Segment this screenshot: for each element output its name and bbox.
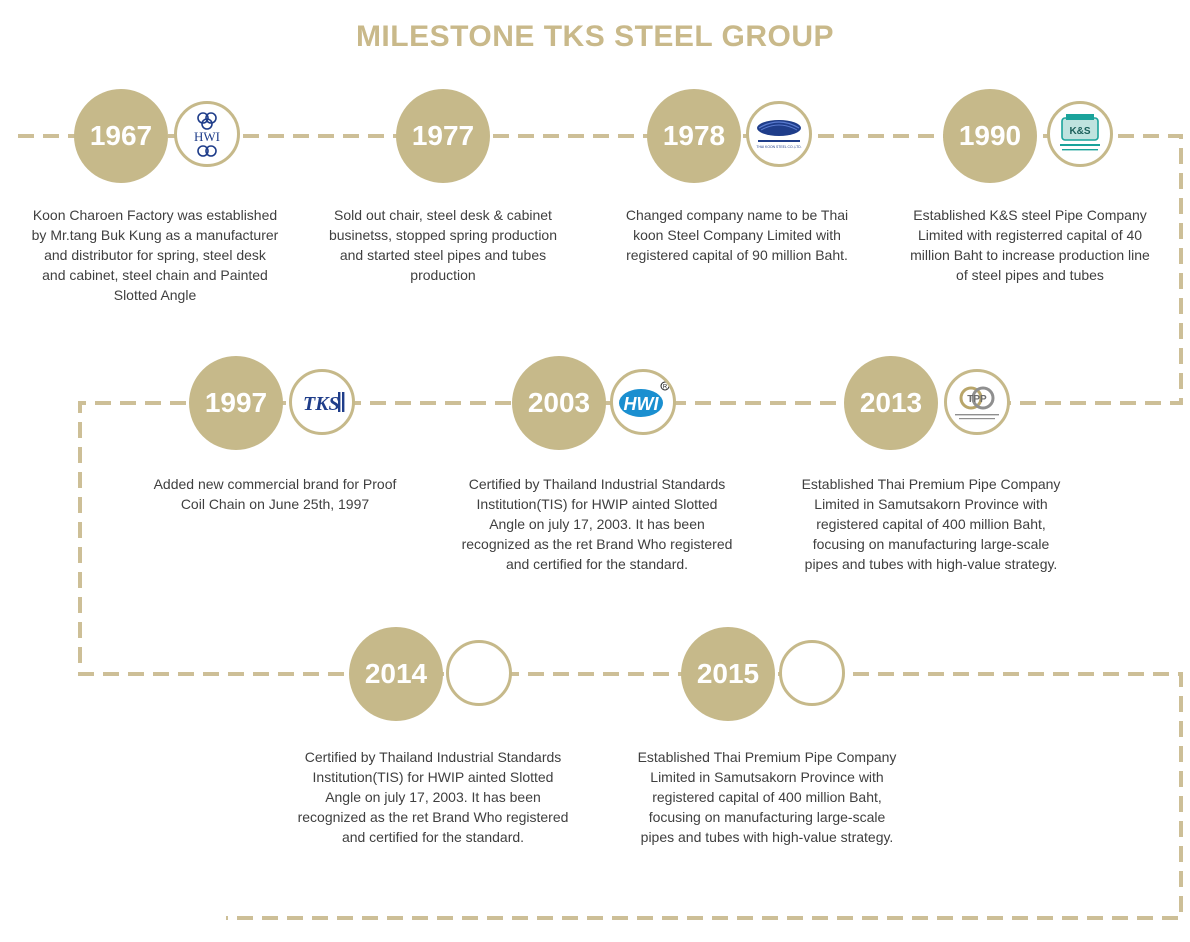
description-line: recognized as the ret Brand Who register… — [297, 809, 569, 825]
hwi-logo-text: HWI — [194, 129, 220, 144]
description-line: businetss, stopped spring production — [328, 227, 558, 243]
description-line: and certified for the standard. — [505, 556, 689, 572]
description-line: Institution(TIS) for HWIP ainted Slotted — [476, 496, 718, 512]
description-line: focusing on manufacturing large-scale — [812, 536, 1050, 552]
description-line: and cabinet, steel chain and Painted — [42, 267, 268, 283]
description-line: koon Steel Company Limited with — [633, 227, 841, 243]
year-badge-2003: 2003 — [512, 356, 606, 450]
description-line: Sold out chair, steel desk & cabinet — [334, 207, 552, 223]
description-line: Institution(TIS) for HWIP ainted Slotted — [312, 769, 554, 785]
empty-logo-circle — [779, 640, 845, 706]
year-badge-1990: 1990 — [943, 89, 1037, 183]
tks-logo-text: TKS — [303, 393, 340, 415]
description-line: Certified by Thailand Industrial Standar… — [468, 476, 726, 492]
thai-koon-steel-logo: THAI KOON STEEL CO.,LTD. — [746, 101, 812, 167]
tks-logo: TKS — [289, 369, 355, 435]
description-line: and started steel pipes and tubes — [339, 247, 547, 263]
year-badge-2014: 2014 — [349, 627, 443, 721]
description-line: Certified by Thailand Industrial Standar… — [304, 749, 562, 765]
description-line: Coil Chain on June 25th, 1997 — [180, 496, 370, 512]
description-line: Changed company name to be Thai — [625, 207, 849, 223]
year-badge-1977: 1977 — [396, 89, 490, 183]
description-line: Established Thai Premium Pipe Company — [801, 476, 1061, 492]
page-title: MILESTONE TKS STEEL GROUP — [355, 20, 835, 53]
year-badge-2015: 2015 — [681, 627, 775, 721]
description-line: million Baht to increase production line — [910, 247, 1150, 263]
description-line: Limited in Samutsakorn Province with — [650, 769, 884, 785]
description-line: by Mr.tang Buk Kung as a manufacturer — [31, 227, 279, 243]
description-line: focusing on manufacturing large-scale — [648, 809, 886, 825]
ks-logo-text: K&S — [1069, 126, 1090, 137]
description-line: recognized as the ret Brand Who register… — [461, 536, 733, 552]
hwi-registered-text: HWI — [624, 394, 660, 414]
milestone-description-2015: Established Thai Premium Pipe Company Li… — [604, 747, 930, 847]
year-badge-1997: 1997 — [189, 356, 283, 450]
description-line: Koon Charoen Factory was established — [32, 207, 278, 223]
ks-steel-pipe-logo: K&S — [1047, 101, 1113, 167]
hwi-registered-logo: HWI R — [610, 369, 676, 435]
description-line: Limited in Samutsakorn Province with — [814, 496, 1048, 512]
milestone-description-2003: Certified by Thailand Industrial Standar… — [430, 474, 764, 574]
description-line: pipes and tubes with high-value strategy… — [640, 829, 894, 845]
svg-text:R: R — [663, 385, 668, 391]
tpp-logo: TPP — [944, 369, 1010, 435]
description-line: and distributor for spring, steel desk — [44, 247, 266, 263]
description-line: Angle on july 17, 2003. It has been — [325, 789, 541, 805]
milestone-description-1967: Koon Charoen Factory was established by … — [10, 205, 300, 305]
year-badge-1967: 1967 — [74, 89, 168, 183]
milestone-description-1978: Changed company name to be Thai koon Ste… — [592, 205, 882, 265]
description-line: registered capital of 90 million Baht. — [626, 247, 848, 263]
description-line: production — [410, 267, 476, 283]
description-line: registered capital of 400 million Baht, — [816, 516, 1046, 532]
description-line: Established K&S steel Pipe Company — [913, 207, 1147, 223]
milestone-description-2013: Established Thai Premium Pipe Company Li… — [768, 474, 1094, 574]
description-line: Slotted Angle — [113, 287, 197, 303]
description-line: Limited with registerred capital of 40 — [917, 227, 1143, 243]
description-line: registered capital of 400 million Baht, — [652, 789, 882, 805]
description-line: Angle on july 17, 2003. It has been — [489, 516, 705, 532]
milestone-description-2014: Certified by Thailand Industrial Standar… — [266, 747, 600, 847]
hwi-rings-logo: HWI — [174, 101, 240, 167]
thai-koon-logo-text: THAI KOON STEEL CO.,LTD. — [756, 145, 801, 149]
year-badge-2013: 2013 — [844, 356, 938, 450]
empty-logo-circle — [446, 640, 512, 706]
description-line: pipes and tubes with high-value strategy… — [804, 556, 1058, 572]
milestone-description-1977: Sold out chair, steel desk & cabinet bus… — [298, 205, 588, 285]
year-badge-1978: 1978 — [647, 89, 741, 183]
milestone-description-1997: Added new commercial brand for Proof Coi… — [130, 474, 420, 514]
description-line: of steel pipes and tubes — [956, 267, 1104, 283]
description-line: Established Thai Premium Pipe Company — [637, 749, 897, 765]
description-line: Added new commercial brand for Proof — [153, 476, 397, 492]
tpp-logo-text: TPP — [967, 394, 987, 405]
milestone-description-1990: Established K&S steel Pipe Company Limit… — [885, 205, 1175, 285]
description-line: and certified for the standard. — [341, 829, 525, 845]
